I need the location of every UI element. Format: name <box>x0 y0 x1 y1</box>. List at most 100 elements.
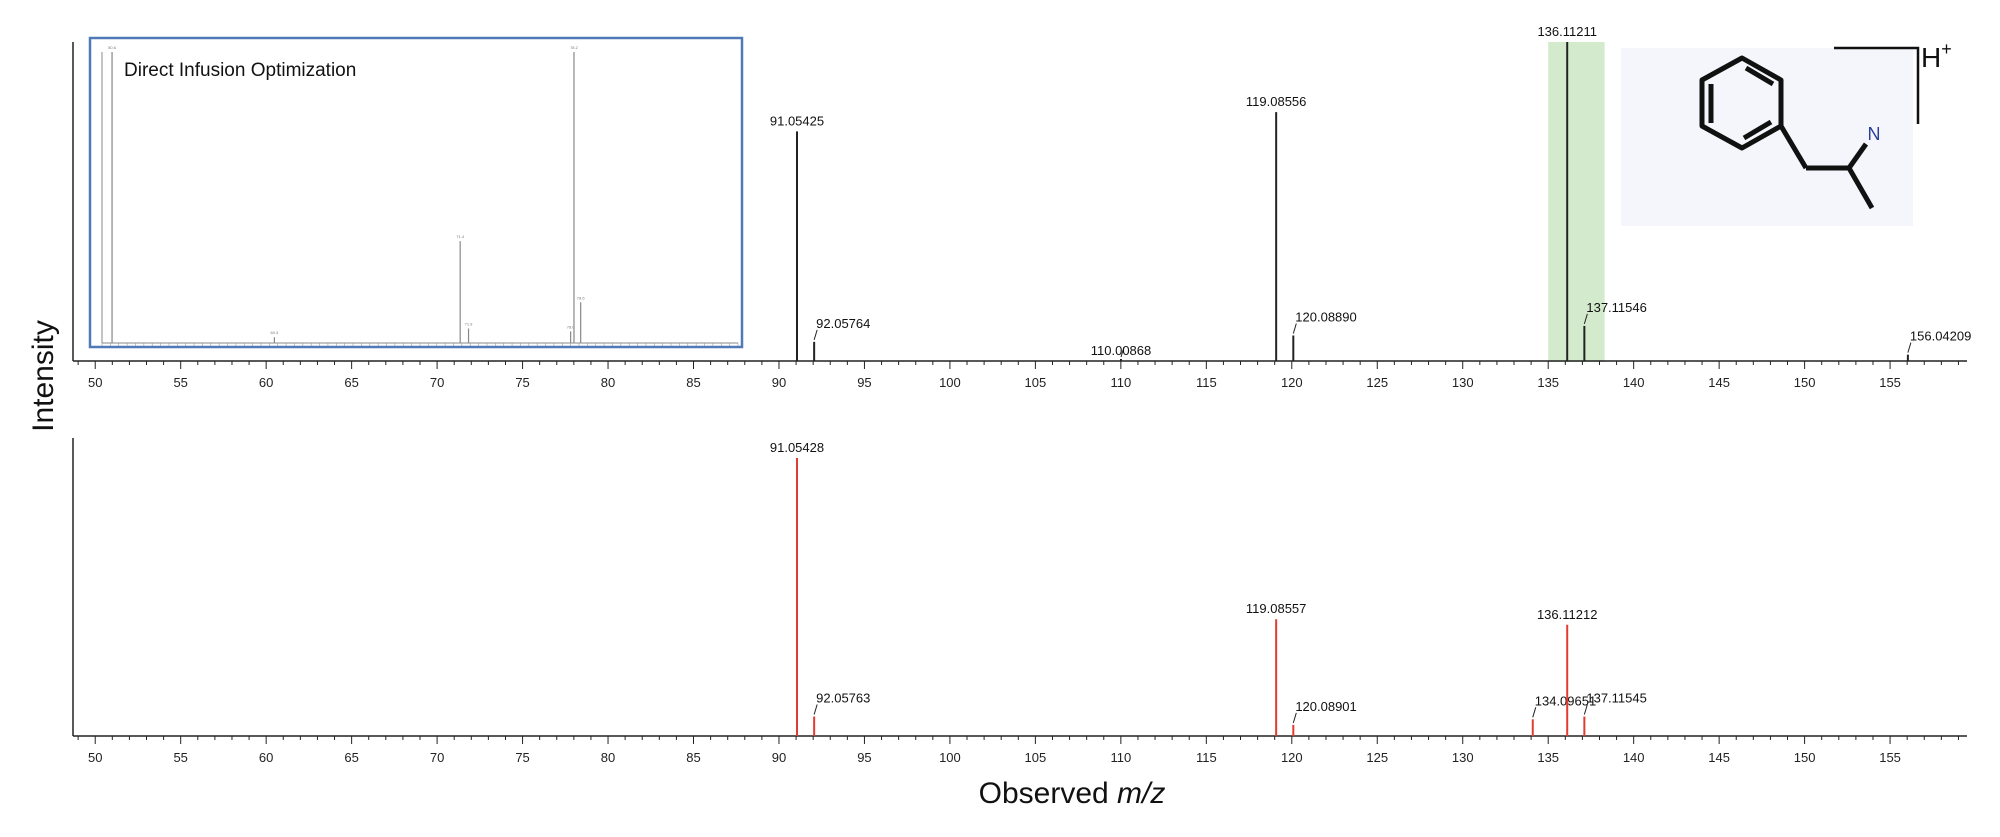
bottom-tick-label: 155 <box>1879 750 1901 765</box>
inset-peak-label: 78.0 <box>567 324 576 329</box>
bottom-peaks: 91.05428 92.05763 119.08557 120.08901 134.09… <box>770 440 1647 736</box>
top-peak-leader <box>1907 342 1912 353</box>
bottom-tick-label: 135 <box>1537 750 1559 765</box>
top-tick-label: 50 <box>88 375 102 390</box>
nitrogen-atom: N <box>1868 124 1881 144</box>
x-axis-label-text: Observed <box>979 777 1117 810</box>
inset-peak-label: 71.9 <box>465 321 474 326</box>
top-tick-label: 130 <box>1452 375 1474 390</box>
top-tick-label: 110 <box>1110 375 1131 390</box>
bottom-tick-label: 140 <box>1623 750 1645 765</box>
bottom-peak-label: 136.11212 <box>1537 607 1598 622</box>
bottom-tick-label: 130 <box>1452 750 1474 765</box>
top-x-ticks: 50 55 60 65 70 75 80 85 90 95 100 105 110 115 120 125 13… <box>77 361 1959 390</box>
top-peak-label: 137.11546 <box>1586 300 1647 315</box>
top-tick-label: 145 <box>1708 375 1730 390</box>
highlight-band-136 <box>1548 42 1605 362</box>
bottom-tick-label: 80 <box>601 750 615 765</box>
bottom-peak-label: 92.05763 <box>816 691 870 706</box>
top-peak-label: 110.00868 <box>1091 343 1152 358</box>
bond-methyl <box>1846 166 1875 210</box>
inset-peak-label: 78.2 <box>570 45 579 50</box>
top-peak-label: 91.05425 <box>770 113 824 128</box>
inset-peak-label: 50.6 <box>108 45 117 50</box>
inset-peak-label: 78.6 <box>577 295 586 300</box>
top-tick-label: 60 <box>259 375 273 390</box>
top-peak-label: 136.11211 <box>1537 24 1597 39</box>
bottom-peak-leader <box>1532 707 1537 718</box>
bottom-peak-label: 120.08901 <box>1295 699 1356 714</box>
bottom-tick-label: 90 <box>772 750 786 765</box>
bottom-tick-label: 50 <box>88 750 102 765</box>
top-tick-label: 120 <box>1281 375 1303 390</box>
top-spectrum-panel: 50 55 60 65 70 75 80 85 90 95 100 105 110 115 120 125 13… <box>72 24 1971 390</box>
inset-title: Direct Infusion Optimization <box>124 60 356 81</box>
top-peak-leader <box>1292 323 1297 334</box>
bottom-peak-leader <box>1292 712 1297 724</box>
top-tick-label: 140 <box>1623 375 1645 390</box>
bottom-tick-label: 110 <box>1110 750 1131 765</box>
bottom-tick-label: 115 <box>1196 750 1217 765</box>
top-tick-label: 125 <box>1366 375 1388 390</box>
bottom-tick-label: 60 <box>259 750 273 765</box>
top-tick-label: 55 <box>173 375 187 390</box>
top-tick-label: 100 <box>939 375 961 390</box>
top-peak-label: 92.05764 <box>816 316 870 331</box>
charge-plus: + <box>1941 39 1952 59</box>
bond-cn <box>1846 142 1869 170</box>
charge-bracket <box>1834 46 1920 124</box>
top-peak-label: 119.08556 <box>1246 94 1307 109</box>
inset-peaks: 50.6 60.3 71.4 71.9 78.0 78.2 78.6 <box>108 45 585 343</box>
top-tick-label: 135 <box>1537 375 1559 390</box>
aromatic-bond-2 <box>1742 119 1773 141</box>
top-tick-label: 90 <box>772 375 786 390</box>
bottom-peak-leader <box>813 704 818 715</box>
top-tick-label: 65 <box>344 375 358 390</box>
top-tick-label: 70 <box>430 375 444 390</box>
direct-infusion-inset: Direct Infusion Optimization 50.6 60.3 71.… <box>88 36 744 349</box>
top-tick-label: 150 <box>1794 375 1816 390</box>
top-peak-leader <box>813 329 818 341</box>
top-tick-label: 155 <box>1879 375 1901 390</box>
bond-ch2 <box>1778 124 1809 170</box>
bottom-x-ticks: 50 55 60 65 70 75 80 85 90 95 100 105 110 115 120 125 13… <box>77 736 1959 765</box>
inset-peak-label: 71.4 <box>456 234 465 239</box>
bottom-peak-label: 137.11545 <box>1586 691 1647 706</box>
bottom-tick-label: 150 <box>1794 750 1816 765</box>
amphetamine-structure: N H+ <box>1621 39 1952 226</box>
top-tick-label: 95 <box>857 375 871 390</box>
top-peaks: 91.05425 92.05764 110.00868 119.08556 120.08… <box>770 24 1971 361</box>
x-axis-label: Observed m/z <box>979 777 1166 810</box>
bottom-peak-label: 91.05428 <box>770 440 824 455</box>
bottom-peak-leader <box>1583 704 1588 715</box>
top-tick-label: 75 <box>515 375 529 390</box>
top-peak-label: 120.08890 <box>1295 309 1356 324</box>
benzene-ring <box>1699 55 1784 151</box>
top-tick-label: 80 <box>601 375 615 390</box>
top-tick-label: 85 <box>686 375 700 390</box>
bottom-tick-label: 120 <box>1281 750 1303 765</box>
top-peak-leader <box>1120 346 1125 358</box>
y-axis-label: Intensity <box>27 320 60 432</box>
top-tick-label: 115 <box>1196 375 1217 390</box>
bottom-tick-label: 125 <box>1366 750 1388 765</box>
bottom-tick-label: 100 <box>939 750 961 765</box>
top-peak-label: 156.04209 <box>1910 329 1971 344</box>
x-axis-label-unit: m/z <box>1117 777 1165 810</box>
bottom-tick-label: 55 <box>173 750 187 765</box>
bottom-peak-label: 134.09651 <box>1535 693 1596 708</box>
bottom-tick-label: 75 <box>515 750 529 765</box>
inset-x-ticks <box>101 343 739 346</box>
bottom-tick-label: 105 <box>1025 750 1047 765</box>
top-tick-label: 105 <box>1025 375 1047 390</box>
charge-label: H+ <box>1921 39 1952 73</box>
top-peak-leader <box>1583 313 1588 325</box>
bottom-tick-label: 65 <box>344 750 358 765</box>
inset-frame <box>88 36 744 349</box>
inset-peak-label: 60.3 <box>270 330 279 335</box>
bottom-peak-label: 119.08557 <box>1246 601 1307 616</box>
bottom-tick-label: 85 <box>686 750 700 765</box>
aromatic-bond-1 <box>1744 65 1775 87</box>
bottom-tick-label: 145 <box>1708 750 1730 765</box>
